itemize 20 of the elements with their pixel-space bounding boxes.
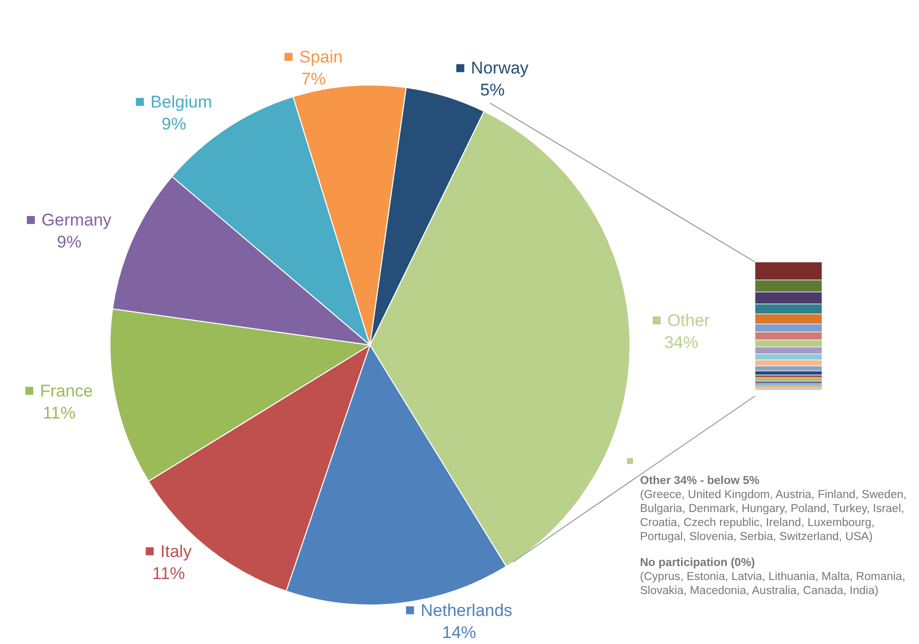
data-label: 11% — [152, 564, 186, 583]
legend-label: Norway — [470, 58, 530, 78]
text: Other 34% - below 5% — [640, 474, 761, 488]
data-label: 9% — [162, 114, 186, 134]
text: No participation (0%) — [640, 556, 756, 570]
data-label: 5% — [480, 80, 505, 100]
data-label: 7% — [301, 69, 326, 88]
legend-label: Netherlands — [420, 600, 512, 620]
data-label: 11% — [42, 403, 76, 422]
legend-label: Belgium — [150, 92, 212, 112]
legend-label: Germany — [42, 210, 112, 230]
legend-label: Other — [667, 310, 710, 330]
data-label: 9% — [56, 232, 82, 252]
legend-label: Spain — [299, 47, 343, 66]
data-label: 14% — [442, 622, 476, 642]
text: (Greece, United Kingdom, Austria, Finland, Sweden, Bulgaria, Denmark, Hungary, Poland, Turkey, Israel, Croatia, Czech republic, Ireland, Luxembourg, Portugal, Slovenia, Serbia, Switzerland, USA) — [640, 488, 908, 544]
text: (Cyprus, Estonia, Latvia, Lithuania, Malta, Romania, Slovakia, Macedonia, Australia, Canada, India) — [640, 570, 906, 598]
legend-label: France — [40, 381, 93, 400]
legend-label: Italy — [160, 542, 192, 561]
data-label: 34% — [664, 332, 698, 352]
